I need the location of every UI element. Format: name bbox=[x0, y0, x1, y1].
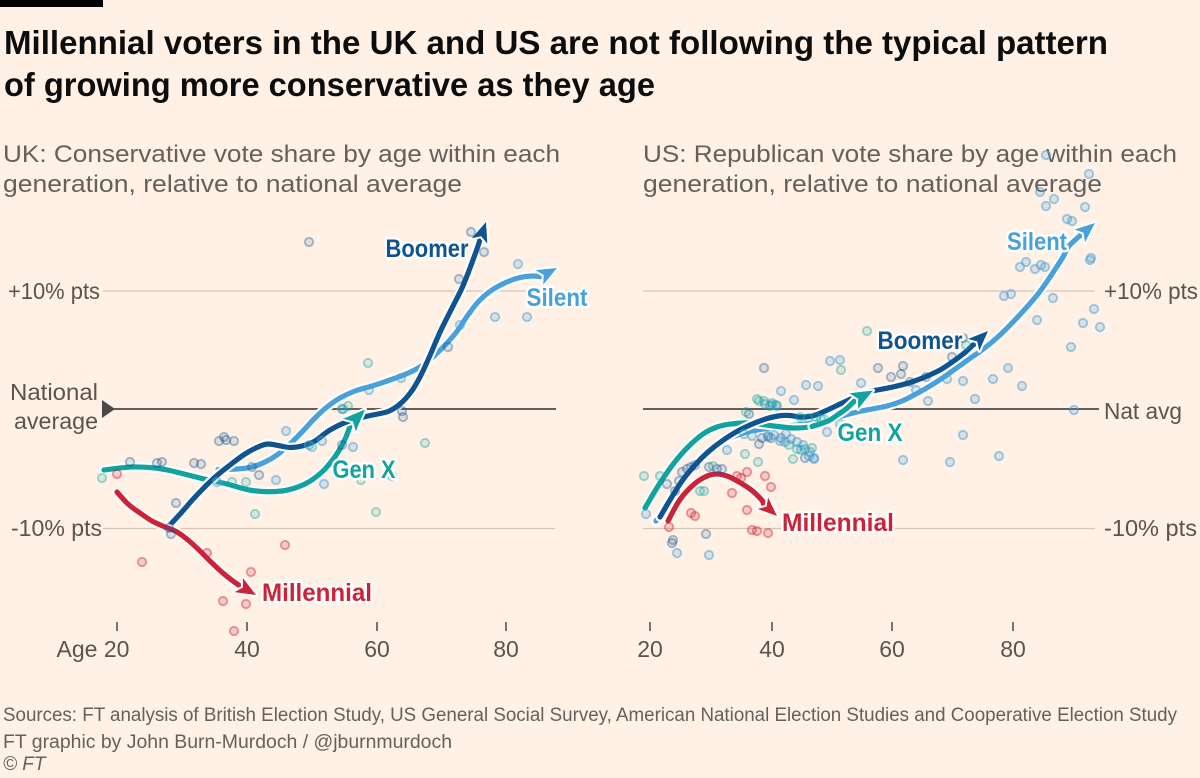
svg-text:average: average bbox=[14, 408, 98, 434]
svg-text:80: 80 bbox=[1000, 636, 1026, 662]
svg-text:© FT: © FT bbox=[3, 754, 47, 775]
svg-text:Age 20: Age 20 bbox=[57, 636, 130, 662]
svg-text:-10% pts: -10% pts bbox=[1104, 515, 1197, 541]
svg-text:Silent: Silent bbox=[527, 284, 589, 312]
svg-text:UK: Conservative vote share by: UK: Conservative vote share by age withi… bbox=[3, 141, 560, 168]
svg-text:+10% pts: +10% pts bbox=[8, 278, 100, 304]
svg-text:60: 60 bbox=[879, 636, 905, 662]
svg-text:Nat avg: Nat avg bbox=[1104, 398, 1182, 424]
svg-text:40: 40 bbox=[234, 636, 260, 662]
svg-text:Boomer: Boomer bbox=[878, 327, 963, 355]
svg-text:40: 40 bbox=[759, 636, 785, 662]
svg-text:Millennial voters in the UK an: Millennial voters in the UK and US are n… bbox=[4, 24, 1108, 61]
svg-text:Gen X: Gen X bbox=[333, 456, 396, 484]
svg-text:-10% pts: -10% pts bbox=[11, 515, 102, 541]
svg-text:80: 80 bbox=[493, 636, 519, 662]
svg-text:Millennial: Millennial bbox=[262, 579, 372, 607]
svg-text:US: Republican vote share by a: US: Republican vote share by age within … bbox=[643, 141, 1177, 168]
svg-text:Millennial: Millennial bbox=[782, 509, 894, 537]
svg-text:of growing more conservative a: of growing more conservative as they age bbox=[4, 66, 655, 103]
svg-text:Sources: FT analysis of Britis: Sources: FT analysis of British Election… bbox=[3, 705, 1177, 726]
svg-text:Gen X: Gen X bbox=[838, 419, 903, 447]
svg-text:generation, relative to nation: generation, relative to national average bbox=[3, 171, 462, 198]
svg-text:60: 60 bbox=[364, 636, 390, 662]
svg-text:FT graphic by John Burn-Murdoc: FT graphic by John Burn-Murdoch / @jburn… bbox=[3, 732, 452, 753]
svg-text:National: National bbox=[10, 379, 98, 405]
svg-text:generation, relative to nation: generation, relative to national average bbox=[643, 171, 1102, 198]
svg-text:Silent: Silent bbox=[1007, 228, 1068, 256]
svg-text:+10% pts: +10% pts bbox=[1104, 278, 1198, 304]
svg-text:20: 20 bbox=[637, 636, 663, 662]
svg-text:Boomer: Boomer bbox=[386, 235, 469, 263]
